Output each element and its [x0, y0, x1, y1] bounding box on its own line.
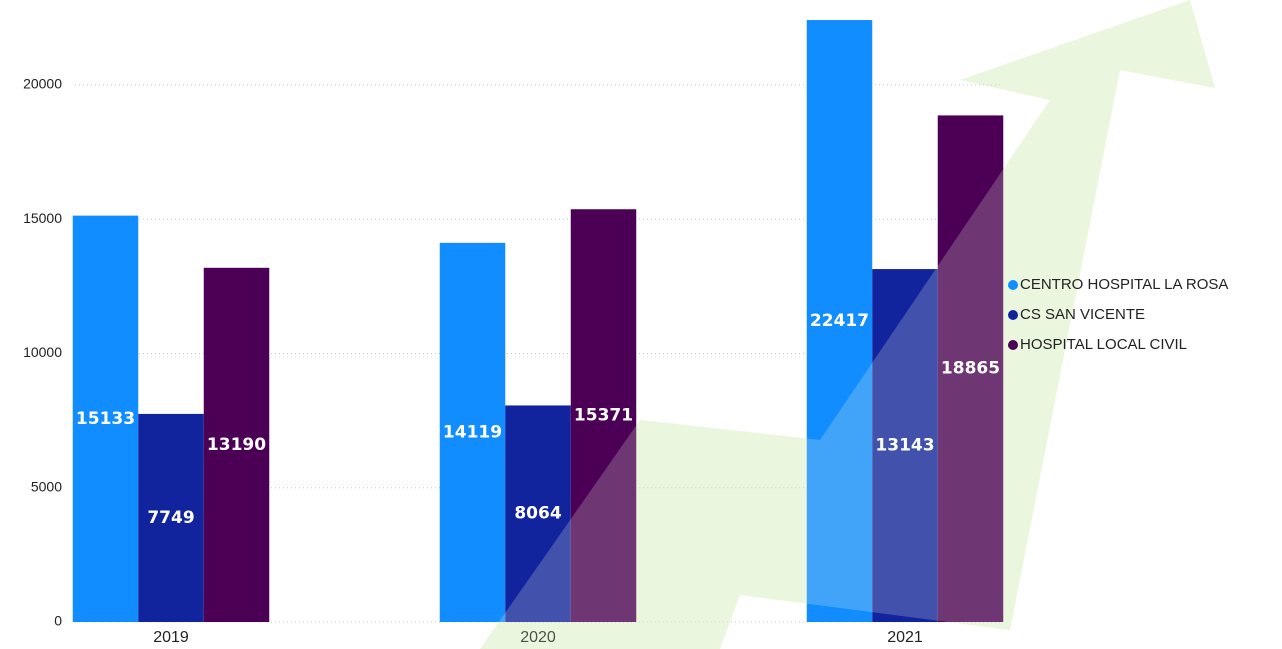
y-tick-label: 15000: [23, 210, 62, 226]
data-label: 8064: [514, 504, 561, 524]
y-tick-label: 0: [54, 613, 62, 629]
background-arrow-overlay: [480, 0, 1215, 649]
legend-marker: [1008, 310, 1018, 320]
bar: [505, 405, 571, 622]
data-label: 18865: [941, 359, 1000, 379]
bar: [203, 267, 270, 622]
data-label: 13143: [875, 436, 934, 456]
bar: [570, 209, 637, 622]
plot-area: 0 5000 10000 15000 20000 2019 2020 2021 15133 774…: [23, 20, 1004, 646]
legend-label: CS SAN VICENTE: [1020, 306, 1145, 323]
data-label: 15371: [574, 406, 633, 426]
legend-label: CENTRO HOSPITAL LA ROSA: [1020, 276, 1228, 293]
bar: [872, 269, 938, 622]
x-tick-label: 2021: [887, 629, 923, 646]
y-tick-label: 20000: [23, 76, 62, 92]
bar: [72, 215, 139, 622]
legend-label: HOSPITAL LOCAL CIVIL: [1020, 336, 1187, 353]
x-tick-label: 2020: [520, 629, 556, 646]
legend-marker: [1008, 340, 1018, 350]
bar: [138, 413, 204, 622]
y-tick-label: 10000: [23, 344, 62, 360]
background-arrow: [480, 0, 1215, 649]
bar: [937, 115, 1004, 622]
data-label: 22417: [810, 311, 869, 331]
bar: [806, 20, 873, 623]
data-label: 13190: [207, 435, 266, 455]
y-tick-label: 5000: [31, 478, 62, 494]
bar: [439, 242, 506, 622]
data-label: 7749: [147, 508, 194, 528]
data-label: 15133: [76, 409, 135, 429]
legend-marker: [1008, 280, 1018, 290]
x-tick-label: 2019: [153, 629, 189, 646]
data-label: 14119: [443, 422, 502, 442]
